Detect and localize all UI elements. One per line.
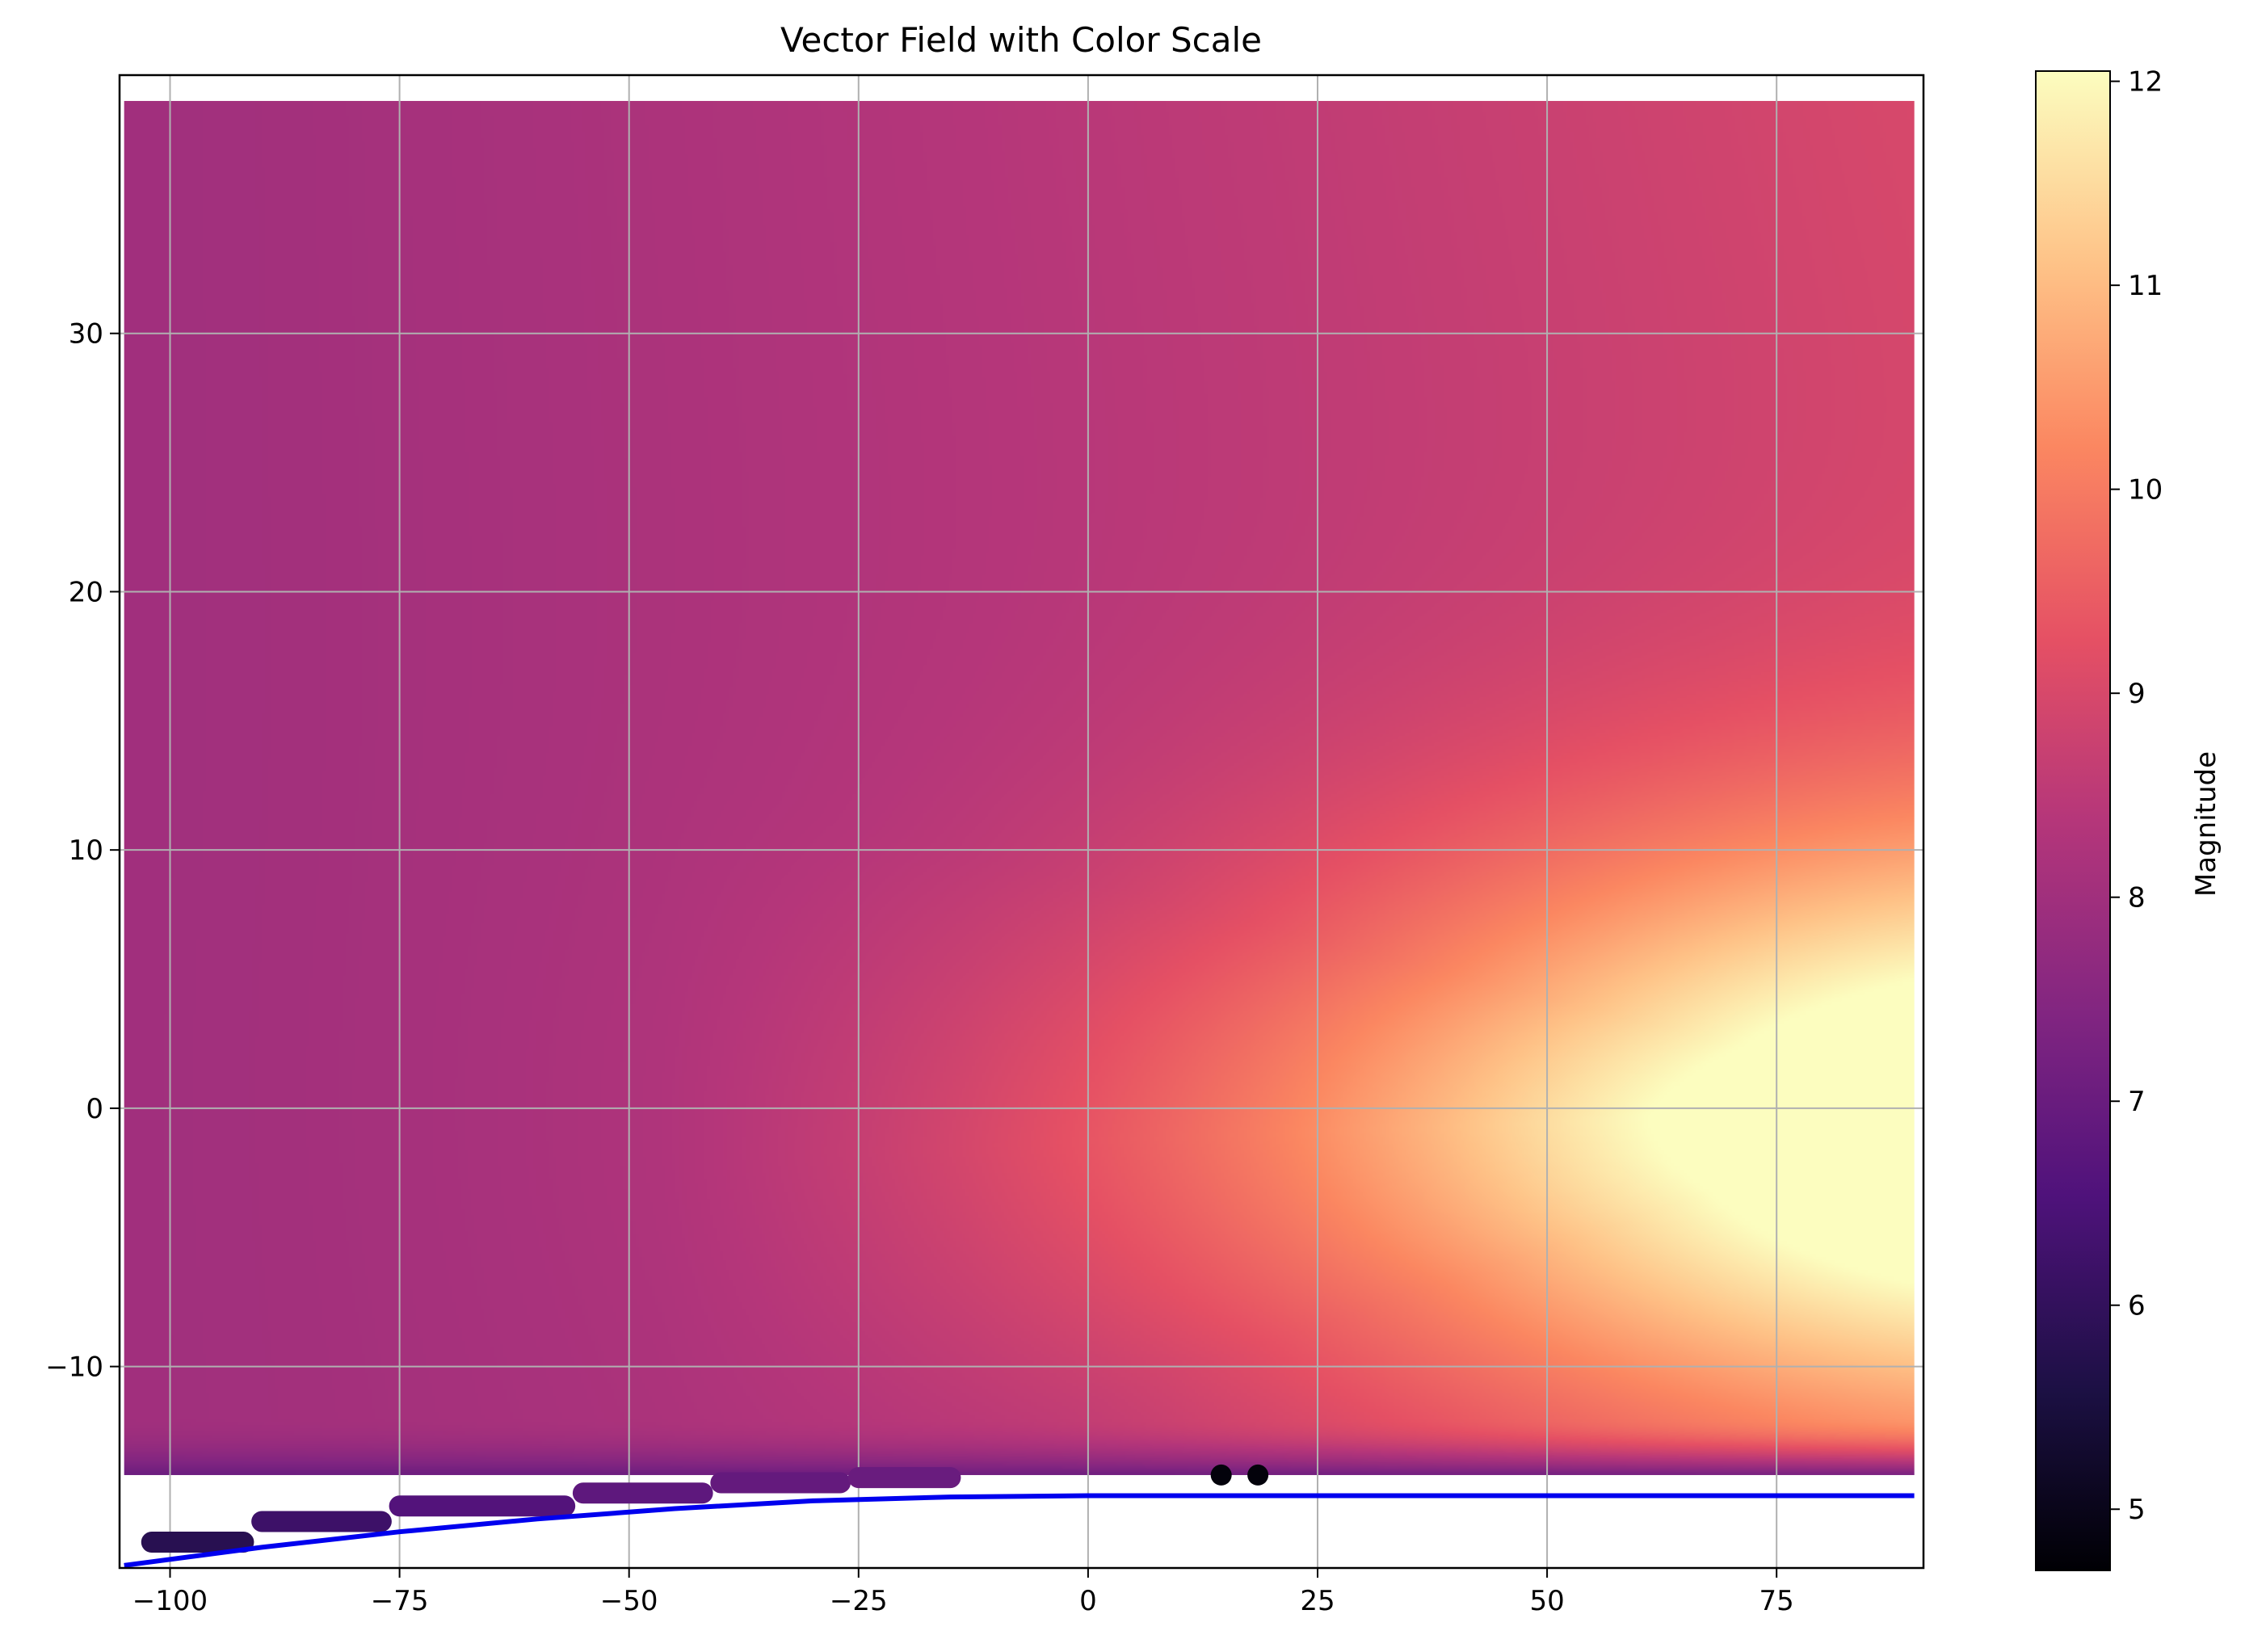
x-tick-label: 75 (1759, 1585, 1794, 1617)
chart-title: Vector Field with Color Scale (780, 20, 1262, 60)
bottom-trail (141, 1464, 1269, 1553)
y-tick-label: 10 (69, 834, 103, 867)
magnitude-field (124, 100, 1915, 1475)
x-tick-label: −75 (371, 1585, 429, 1617)
y-tick-label: −10 (45, 1351, 103, 1384)
colorbar-frame (2035, 70, 2111, 1571)
colorbar-tick-label: 7 (2128, 1086, 2146, 1118)
y-tick-label: 20 (69, 576, 103, 608)
y-axis-ticks: −10 0 10 20 30 (45, 318, 120, 1384)
series-layer (124, 1493, 1915, 1568)
colorbar-tick-label: 9 (2128, 678, 2146, 710)
colorbar-tick-label: 10 (2128, 474, 2163, 507)
series-line (124, 1493, 1915, 1568)
colorbar-tick-label: 8 (2128, 882, 2146, 914)
y-tick-label: 0 (86, 1093, 103, 1125)
colorbar-tick-label: 12 (2128, 66, 2163, 99)
dark-spot (1210, 1464, 1232, 1486)
colorbar-tick-label: 6 (2128, 1290, 2146, 1322)
plot-area (120, 75, 1923, 1568)
colorbar-gradient (2036, 71, 2110, 1570)
dark-spot (1247, 1464, 1269, 1486)
colorbar: 5 6 7 8 9 10 11 12 Magnitude (2035, 66, 2222, 1571)
grid-layer (120, 75, 1923, 1568)
plot-frame (118, 74, 1925, 1570)
x-tick-label: 50 (1529, 1585, 1564, 1617)
y-tick-label: 30 (69, 318, 103, 351)
colorbar-tick-label: 11 (2128, 270, 2163, 302)
x-tick-label: 0 (1079, 1585, 1097, 1617)
x-tick-label: 25 (1300, 1585, 1335, 1617)
x-tick-label: −25 (830, 1585, 888, 1617)
x-tick-label: −50 (600, 1585, 658, 1617)
colorbar-tick-label: 5 (2128, 1494, 2146, 1526)
colorbar-label: Magnitude (2190, 751, 2222, 897)
x-axis-ticks: −100 −75 −50 −25 0 25 50 75 (132, 1568, 1794, 1617)
colorbar-ticks: 5 6 7 8 9 10 11 12 (2110, 66, 2163, 1526)
x-tick-label: −100 (132, 1585, 208, 1617)
